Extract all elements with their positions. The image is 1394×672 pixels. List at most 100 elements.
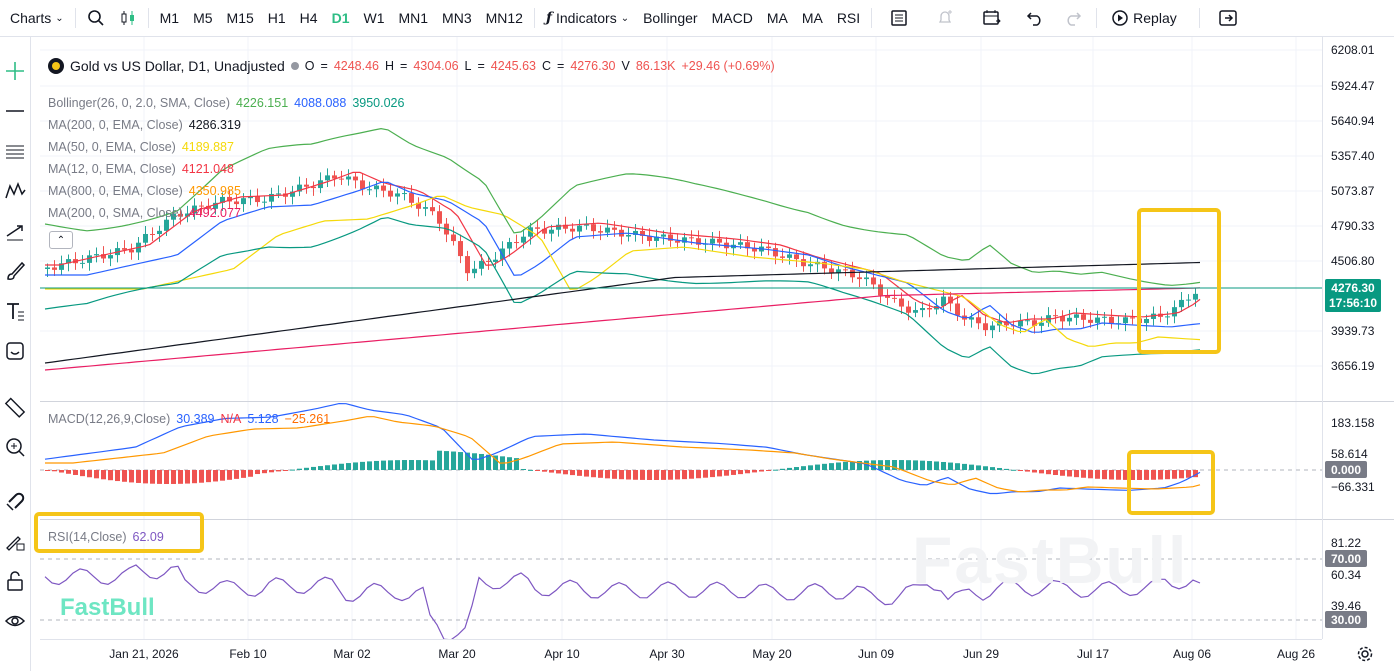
highlight-box-rsi xyxy=(34,512,204,553)
timeframe-h1[interactable]: H1 xyxy=(261,0,293,36)
candle-body xyxy=(1130,317,1135,319)
candle-body xyxy=(696,238,701,245)
timeframe-mn12[interactable]: MN12 xyxy=(479,0,530,36)
macd-histogram-bar xyxy=(598,470,603,478)
candle-body xyxy=(381,185,386,191)
timeframe-h4[interactable]: H4 xyxy=(293,0,325,36)
text-tool[interactable] xyxy=(3,299,27,323)
lock-tool[interactable] xyxy=(3,569,27,593)
timeframe-label: MN1 xyxy=(398,10,429,26)
macd-legend: MACD(12,26,9,Close) 30.389 N/A 5.128 −25… xyxy=(48,412,330,426)
rsi-label: RSI(14,Close) xyxy=(48,530,127,544)
macd-histogram-bar xyxy=(514,458,519,470)
candle-body xyxy=(850,269,855,278)
calendar-button[interactable] xyxy=(968,0,1016,36)
chart-canvas[interactable] xyxy=(40,37,1322,639)
pane-divider[interactable] xyxy=(40,401,1394,402)
candle-body xyxy=(717,238,722,243)
candle-body xyxy=(178,213,183,217)
fullscreen-button[interactable] xyxy=(1204,0,1252,36)
rsi-button[interactable]: RSI xyxy=(830,0,867,36)
macd-histogram-bar xyxy=(171,470,176,484)
timeframe-mn3[interactable]: MN3 xyxy=(435,0,479,36)
candle-body xyxy=(521,236,526,243)
macd-histogram-bar xyxy=(1158,470,1163,480)
lock-drawings-tool[interactable] xyxy=(3,529,27,553)
candle-body xyxy=(528,227,533,237)
macd-histogram-bar xyxy=(479,453,484,470)
macd-histogram-bar xyxy=(857,460,862,470)
timeframe-m1[interactable]: M1 xyxy=(153,0,186,36)
chart-type-button[interactable] xyxy=(112,0,144,36)
macd-histogram-bar xyxy=(143,470,148,484)
brush-tool[interactable] xyxy=(3,259,27,283)
indicator-legend-row[interactable]: MA(12, 0, EMA, Close) 4121.048 xyxy=(48,162,234,176)
indicator-legend-row[interactable]: MA(200, 0, EMA, Close) 4286.319 xyxy=(48,118,241,132)
macd-histogram-bar xyxy=(360,461,365,470)
timeframe-label: H1 xyxy=(267,10,286,26)
timeframe-m5[interactable]: M5 xyxy=(186,0,219,36)
alert-button[interactable] xyxy=(922,0,968,36)
settings-button[interactable] xyxy=(1356,645,1374,663)
low-value: 4245.63 xyxy=(490,59,536,73)
indicators-button[interactable]: ƒ Indicators ⌄ xyxy=(539,0,636,36)
timeframe-mn1[interactable]: MN1 xyxy=(391,0,435,36)
change-value: +29.46 (+0.69%) xyxy=(681,59,775,73)
indicator-legend-row[interactable]: MA(50, 0, EMA, Close) 4189.887 xyxy=(48,140,234,154)
visibility-tool[interactable] xyxy=(3,609,27,633)
replay-button[interactable]: Replay xyxy=(1101,0,1195,36)
crosshair-tool[interactable] xyxy=(3,59,27,83)
candle-body xyxy=(248,196,253,199)
charts-menu[interactable]: Charts ⌄ xyxy=(0,0,71,36)
indicator-legend-row[interactable]: MA(200, 0, SMA, Close) 4492.077 xyxy=(48,206,241,220)
macd-histogram-bar xyxy=(45,470,50,471)
pencil-lock-icon xyxy=(6,536,25,551)
candle-body xyxy=(423,207,428,209)
pattern-tool[interactable] xyxy=(3,179,27,203)
last-price-tag: 4276.30 17:56:10 xyxy=(1325,279,1381,312)
trend-tool[interactable] xyxy=(3,219,27,243)
bollinger-button[interactable]: Bollinger xyxy=(636,0,704,36)
pane-divider[interactable] xyxy=(40,519,1394,520)
macd-histogram-bar xyxy=(668,470,673,480)
macd-histogram-bar xyxy=(752,470,757,473)
indicator-legend-row[interactable]: Bollinger(26, 0, 2.0, SMA, Close) 4226.15… xyxy=(48,96,404,110)
macd-histogram-bar xyxy=(276,470,281,472)
timeframe-d1[interactable]: D1 xyxy=(325,0,357,36)
timeframe-w1[interactable]: W1 xyxy=(356,0,391,36)
macd-button[interactable]: MACD xyxy=(705,0,760,36)
macd-histogram-bar xyxy=(948,462,953,470)
last-price: 4276.30 xyxy=(1331,281,1375,295)
ruler-tool[interactable] xyxy=(3,395,27,419)
zoom-tool[interactable] xyxy=(3,435,27,459)
candle-body xyxy=(535,227,540,229)
macd-histogram-bar xyxy=(563,470,568,475)
macd-histogram-bar xyxy=(1032,470,1037,473)
channel-tool[interactable] xyxy=(3,139,27,163)
timeframe-m15[interactable]: M15 xyxy=(220,0,261,36)
line-tool[interactable] xyxy=(3,99,27,123)
time-axis[interactable]: Jan 21, 2026 Feb 10 Mar 02 Mar 20 Apr 10… xyxy=(40,639,1322,672)
price-axis[interactable]: 6208.01 5924.47 5640.94 5357.40 5073.87 … xyxy=(1322,37,1394,639)
candlestick-icon xyxy=(121,11,134,25)
collapse-legend-button[interactable]: ⌃ xyxy=(49,231,73,249)
ma-button-2[interactable]: MA xyxy=(795,0,830,36)
emoji-tool[interactable] xyxy=(3,339,27,363)
macd-histogram-bar xyxy=(192,470,197,484)
magnet-tool[interactable] xyxy=(3,489,27,513)
candle-body xyxy=(262,201,267,203)
macd-histogram-bar xyxy=(535,470,540,471)
ma-button[interactable]: MA xyxy=(760,0,795,36)
candle-body xyxy=(878,284,883,296)
macd-histogram-bar xyxy=(1095,470,1100,479)
layout-button[interactable] xyxy=(876,0,922,36)
top-toolbar: Charts ⌄ M1 M5 M15 H1 H4 D1 W1 MN1 MN3 M… xyxy=(0,0,1394,37)
macd-histogram-bar xyxy=(822,463,827,470)
search-button[interactable] xyxy=(80,0,112,36)
redo-button[interactable] xyxy=(1054,0,1092,36)
candle-body xyxy=(234,201,239,205)
divider xyxy=(74,8,76,28)
candle-body xyxy=(255,196,260,203)
undo-button[interactable] xyxy=(1016,0,1054,36)
indicator-legend-row[interactable]: MA(800, 0, EMA, Close) 4350.985 xyxy=(48,184,241,198)
